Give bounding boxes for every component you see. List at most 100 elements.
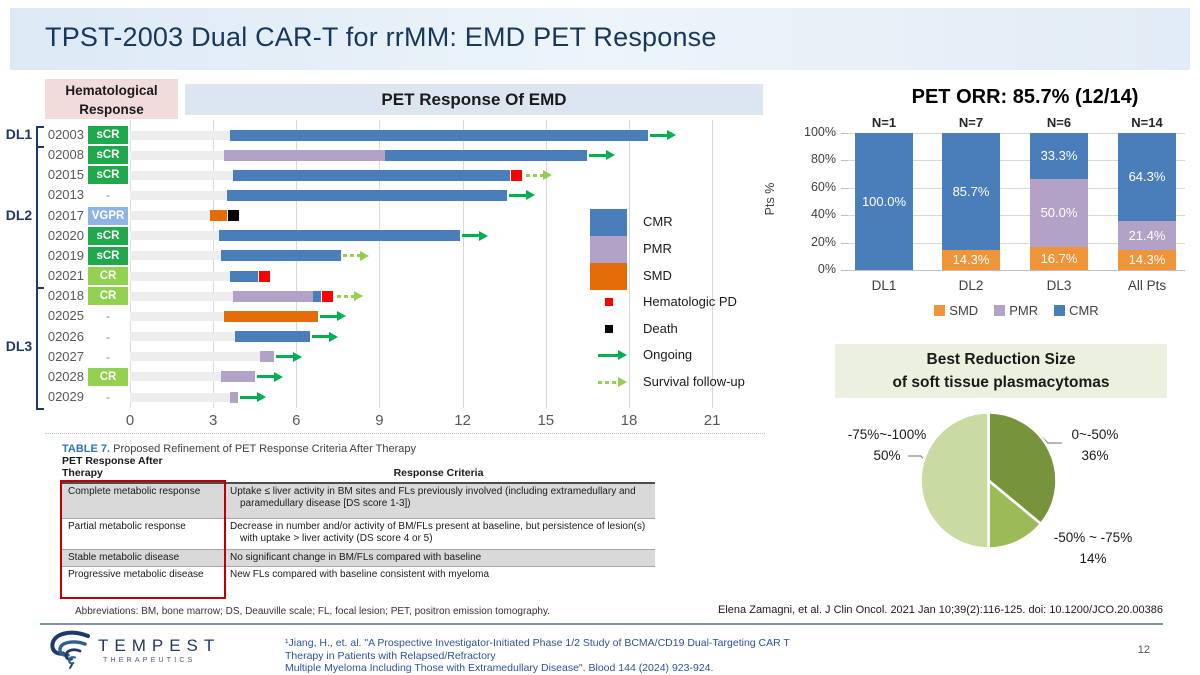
legend-label: PMR xyxy=(643,241,672,256)
bar-gridline xyxy=(848,187,1185,189)
swimmer-bar-segment-cmr xyxy=(227,189,507,201)
pie-slice xyxy=(987,411,1058,526)
tempest-logo-icon xyxy=(50,630,90,669)
swimmer-gridline xyxy=(130,120,131,408)
swimmer-bar-segment-pmr xyxy=(232,290,313,302)
patient-id-label: 02015 xyxy=(47,167,84,183)
legend-marker-square xyxy=(605,298,613,306)
y-tick-label: 40% xyxy=(810,207,836,222)
swimmer-gridline xyxy=(628,120,630,408)
table-caption-label: TABLE 7. xyxy=(62,443,111,455)
hematological-response-chip: sCR xyxy=(88,146,128,165)
table-cell-response: Partial metabolic response xyxy=(68,521,186,532)
bar-legend-item: SMD xyxy=(934,303,978,318)
legend-arrow xyxy=(598,377,628,387)
ongoing-arrow xyxy=(650,130,677,140)
pie-slice-label: 0~-50% xyxy=(1071,427,1119,442)
table-row: Complete metabolic response Uptake ≤ live… xyxy=(62,482,655,518)
swimmer-bar-segment-pmr xyxy=(229,391,239,403)
survival-follow-up-arrow xyxy=(337,291,364,302)
jiang-citation: ¹Jiang, H., et. al. "A Prospective Inves… xyxy=(285,637,805,675)
hematological-response-chip: - xyxy=(106,349,110,364)
reduction-pie-chart xyxy=(919,411,1058,550)
swimmer-bar-segment-cmr xyxy=(235,331,311,343)
swimmer-pre-track xyxy=(130,130,230,140)
jiang-citation-line1: ¹Jiang, H., et. al. "A Prospective Inves… xyxy=(285,637,790,662)
bar-legend-item: CMR xyxy=(1054,303,1099,318)
page-title: TPST-2003 Dual CAR-T for rrMM: EMD PET R… xyxy=(45,22,717,52)
patient-id-label: 02020 xyxy=(47,227,84,243)
legend-swatch-smd xyxy=(590,262,627,290)
jiang-citation-line2: Multiple Myeloma Including Those with Ex… xyxy=(285,662,714,674)
arrow-head xyxy=(618,377,627,387)
bar-segment-value: 16.7% xyxy=(1040,250,1078,266)
pie-slice-label: -50% ~ -75% xyxy=(1053,530,1133,545)
table-row: Progressive metabolic disease New FLs com… xyxy=(62,566,655,595)
legend-swatch-cmr xyxy=(590,208,627,236)
y-tick-label: 0% xyxy=(817,262,836,276)
arrow-line xyxy=(650,133,668,137)
hematological-response-chip: VGPR xyxy=(88,206,128,225)
patient-id-label: 02028 xyxy=(47,368,84,384)
criteria-table-body: Complete metabolic response Uptake ≤ live… xyxy=(62,482,655,595)
hematological-response-chip: sCR xyxy=(88,126,128,144)
swimmer-pre-track xyxy=(130,352,261,362)
arrow-head xyxy=(667,130,677,140)
table-abbreviations: Abbreviations: BM, bone marrow; DS, Deau… xyxy=(75,606,551,617)
arrow-line xyxy=(337,294,355,298)
highlight-red-box xyxy=(60,480,226,599)
swimmer-pre-track xyxy=(130,372,222,382)
swimmer-axis-tick-label: 18 xyxy=(620,412,638,429)
legend-label: Hematologic PD xyxy=(643,294,737,309)
swimmer-gridline xyxy=(712,120,714,408)
pie-chart-title: Best Reduction Size of soft tissue plasm… xyxy=(835,344,1167,398)
bar-legend-swatch xyxy=(934,305,946,316)
hema-header-line1: Hematological xyxy=(65,83,158,98)
ongoing-arrow xyxy=(256,371,283,382)
page-number: 12 xyxy=(1137,644,1150,656)
table-cell-criteria: No significant change in BM/FLs compared… xyxy=(230,552,482,563)
bar-chart-title: PET ORR: 85.7% (12/14) xyxy=(911,86,1139,108)
pet-orr-bar-chart: 0% 20% 40% 60% 80% 100% N=1 DL1 100.0% N=7 DL2 14.3… xyxy=(804,115,1185,318)
patient-id-label: 02029 xyxy=(47,389,84,405)
y-tick-mark xyxy=(841,215,848,217)
bar-gridline xyxy=(848,160,1185,162)
arrow-head xyxy=(525,190,535,201)
bar-segment-pmr xyxy=(1030,178,1088,248)
table-row: Stable metabolic disease No significant c… xyxy=(62,549,655,566)
swimmer-pre-track xyxy=(130,392,230,402)
arrow-line xyxy=(342,254,360,258)
arrow-line xyxy=(589,153,607,157)
arrow-head xyxy=(293,351,303,362)
swimmer-pre-track xyxy=(130,211,211,221)
swimmer-bar-segment-cmr xyxy=(229,129,649,141)
hematological-response-chip: sCR xyxy=(88,246,128,265)
swimmer-axis-tick-label: 9 xyxy=(375,412,384,429)
dose-level-label-dl1: DL1 xyxy=(5,126,33,142)
arrow-line xyxy=(461,234,479,238)
swimmer-pre-track xyxy=(130,231,219,241)
arrow-head xyxy=(273,371,283,382)
y-tick-label: 20% xyxy=(810,234,836,249)
patient-id-label: 02017 xyxy=(47,207,84,223)
swimmer-pre-track xyxy=(130,251,222,261)
swimmer-plot-bottom-edge xyxy=(45,433,765,434)
swimmer-gridline xyxy=(462,120,464,408)
swimmer-bar-segment-cmr xyxy=(312,290,322,302)
y-tick-mark xyxy=(841,133,848,134)
bar-category-label: All Pts xyxy=(1127,278,1167,293)
patient-id-label: 02008 xyxy=(47,147,84,163)
patient-id-label: 02018 xyxy=(47,288,84,304)
swimmer-bar-segment-cmr xyxy=(218,230,460,242)
swimmer-gridline xyxy=(545,120,547,408)
swimmer-axis-tick-label: 3 xyxy=(208,412,218,429)
table-row: Partial metabolic response Decrease in nu… xyxy=(62,518,655,549)
pie-slice-label: -75%~-100% xyxy=(847,427,927,442)
swimmer-axis-tick-label: 6 xyxy=(292,412,301,429)
hematologic-pd-marker xyxy=(258,270,270,282)
ongoing-arrow xyxy=(240,392,267,403)
bar-segment-value: 21.4% xyxy=(1128,227,1166,243)
arrow-line xyxy=(508,193,526,197)
ongoing-arrow xyxy=(276,351,303,362)
swimmer-gridline xyxy=(296,120,298,408)
